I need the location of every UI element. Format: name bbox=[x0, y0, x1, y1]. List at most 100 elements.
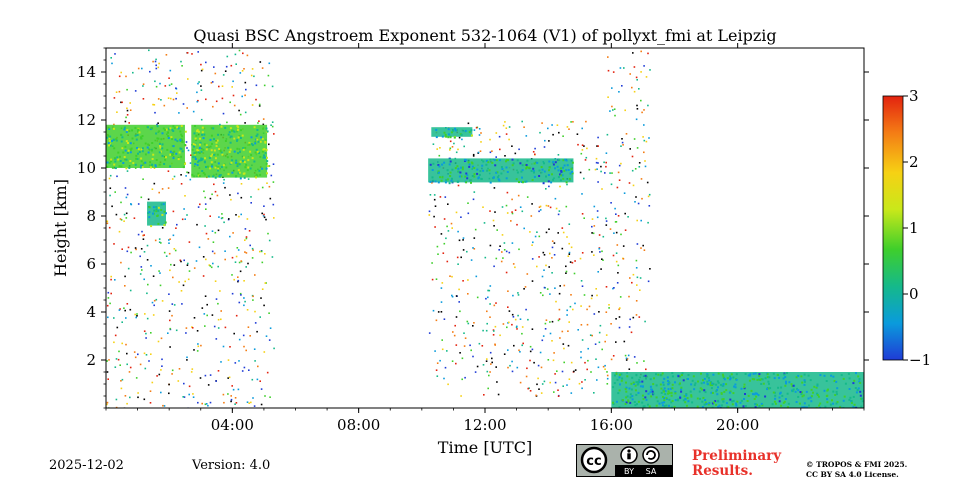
noise-speckle bbox=[143, 278, 145, 281]
feature-cell bbox=[482, 160, 485, 163]
noise-speckle bbox=[260, 250, 263, 253]
feature-cell bbox=[843, 395, 846, 398]
noise-speckle bbox=[162, 404, 164, 407]
feature-cell bbox=[711, 384, 714, 387]
feature-cell bbox=[229, 141, 232, 144]
noise-speckle bbox=[507, 349, 509, 351]
noise-speckle bbox=[549, 293, 551, 295]
noise-speckle bbox=[126, 107, 128, 110]
feature-cell bbox=[135, 154, 138, 157]
feature-cell bbox=[736, 400, 739, 403]
noise-speckle bbox=[638, 162, 641, 164]
feature-cell bbox=[210, 155, 213, 158]
feature-cell bbox=[180, 147, 183, 150]
noise-speckle bbox=[615, 318, 617, 320]
feature-cell bbox=[127, 142, 129, 144]
feature-cell bbox=[787, 402, 790, 405]
noise-speckle bbox=[643, 360, 645, 362]
noise-speckle bbox=[507, 306, 509, 308]
feature-cell bbox=[159, 144, 161, 147]
feature-cell bbox=[217, 162, 220, 165]
noise-speckle bbox=[261, 261, 264, 264]
feature-cell bbox=[861, 400, 864, 403]
noise-speckle bbox=[641, 197, 643, 200]
noise-speckle bbox=[161, 358, 163, 361]
noise-speckle bbox=[251, 104, 254, 106]
feature-cell bbox=[115, 138, 118, 141]
noise-speckle bbox=[464, 376, 466, 379]
noise-speckle bbox=[186, 147, 188, 149]
feature-cell bbox=[117, 151, 120, 154]
noise-speckle bbox=[232, 388, 235, 391]
feature-cell bbox=[116, 156, 119, 159]
noise-speckle bbox=[472, 198, 475, 201]
colorbar-tick-label: 3 bbox=[909, 87, 919, 105]
noise-speckle bbox=[636, 276, 639, 279]
noise-speckle bbox=[251, 257, 254, 259]
sa-label: SA bbox=[646, 467, 657, 476]
feature-cell bbox=[216, 153, 219, 156]
feature-cell bbox=[125, 158, 128, 161]
noise-speckle bbox=[517, 294, 520, 296]
noise-speckle bbox=[640, 71, 642, 73]
feature-cell bbox=[150, 166, 152, 169]
noise-speckle bbox=[443, 218, 446, 220]
noise-speckle bbox=[431, 262, 433, 264]
noise-speckle bbox=[553, 352, 555, 354]
feature-cell bbox=[729, 390, 732, 393]
feature-cell bbox=[557, 158, 560, 161]
noise-speckle bbox=[124, 309, 126, 312]
noise-speckle bbox=[522, 342, 524, 345]
noise-speckle bbox=[114, 366, 117, 368]
noise-speckle bbox=[541, 339, 544, 342]
feature-cell bbox=[496, 171, 499, 174]
noise-speckle bbox=[158, 191, 160, 194]
noise-speckle bbox=[153, 167, 156, 169]
feature-small-layer-8km bbox=[147, 201, 167, 228]
noise-speckle bbox=[153, 182, 156, 185]
noise-speckle bbox=[635, 259, 638, 262]
noise-speckle bbox=[186, 107, 188, 109]
noise-speckle bbox=[603, 161, 605, 164]
noise-speckle bbox=[570, 361, 573, 364]
feature-cell bbox=[545, 175, 547, 178]
noise-speckle bbox=[107, 316, 109, 319]
noise-speckle bbox=[209, 265, 212, 267]
feature-cell bbox=[802, 394, 805, 397]
feature-cell bbox=[805, 406, 808, 408]
feature-cell bbox=[703, 403, 706, 406]
noise-speckle bbox=[648, 193, 651, 196]
noise-speckle bbox=[218, 216, 220, 218]
noise-speckle bbox=[124, 395, 127, 397]
noise-speckle bbox=[459, 352, 461, 354]
noise-speckle bbox=[455, 151, 458, 154]
noise-speckle bbox=[580, 280, 583, 282]
noise-speckle bbox=[539, 351, 542, 354]
noise-speckle bbox=[187, 262, 189, 265]
noise-speckle bbox=[489, 210, 491, 212]
feature-cell bbox=[243, 176, 246, 179]
noise-speckle bbox=[114, 279, 116, 281]
feature-cell bbox=[231, 159, 234, 162]
noise-speckle bbox=[243, 366, 246, 369]
feature-cell bbox=[505, 159, 508, 162]
noise-speckle bbox=[126, 250, 129, 253]
feature-cell bbox=[435, 129, 438, 131]
feature-cell bbox=[768, 382, 770, 385]
feature-cell bbox=[648, 405, 651, 408]
cc-icon bbox=[580, 446, 608, 474]
feature-cell bbox=[164, 128, 166, 131]
noise-speckle bbox=[148, 360, 150, 362]
feature-cell bbox=[780, 404, 783, 407]
noise-speckle bbox=[553, 391, 555, 393]
feature-cell bbox=[146, 126, 149, 129]
feature-cell bbox=[154, 165, 157, 168]
noise-speckle bbox=[214, 231, 217, 234]
feature-cell bbox=[715, 383, 718, 386]
feature-cell bbox=[687, 378, 689, 380]
feature-cell bbox=[122, 162, 125, 164]
noise-speckle bbox=[144, 313, 146, 315]
noise-speckle bbox=[597, 145, 599, 147]
noise-speckle bbox=[259, 250, 261, 253]
feature-cell bbox=[267, 165, 269, 168]
